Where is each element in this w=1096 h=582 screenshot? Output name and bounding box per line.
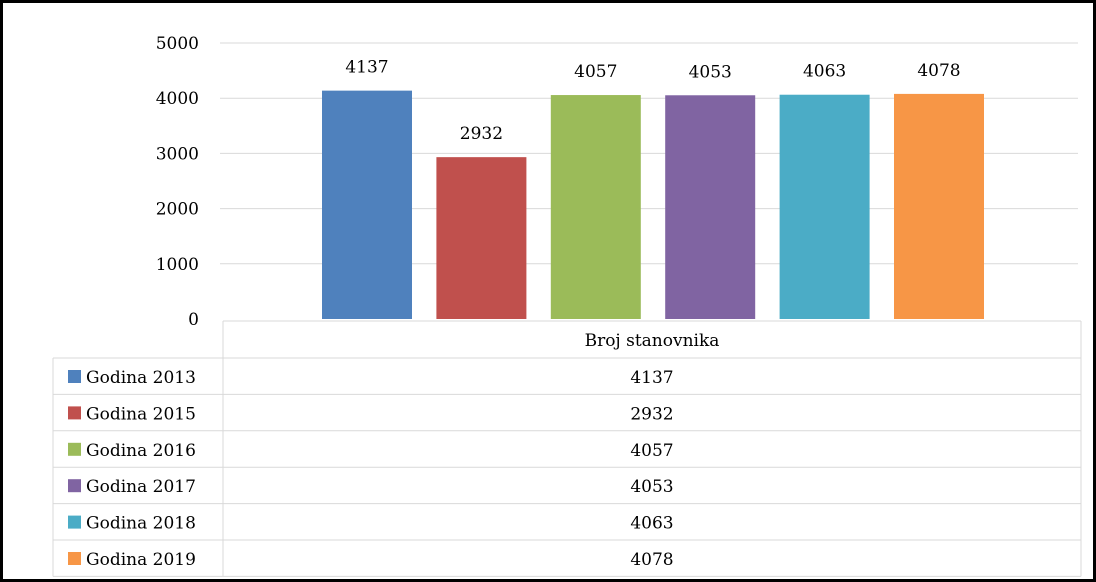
bar-godina-2013 xyxy=(322,90,412,319)
legend-key-godina-2017 xyxy=(68,479,81,493)
legend-key-godina-2019 xyxy=(68,552,81,565)
data-table: Broj stanovnika Godina 2013 4137 Godina 201… xyxy=(52,320,1082,577)
data-labels: 4137 2932 4057 4053 4063 4078 xyxy=(345,58,960,145)
legend-label-godina-2015: Godina 2015 xyxy=(86,404,196,424)
table-value-godina-2017: 4053 xyxy=(630,477,673,497)
bar-godina-2017 xyxy=(665,95,756,319)
legend-label-godina-2013: Godina 2013 xyxy=(86,368,196,388)
bars xyxy=(322,90,984,320)
bar-chart: 0 1000 2000 3000 4000 5000 4137 2932 4057 4053 40… xyxy=(52,34,1082,577)
data-label-godina-2019: 4078 xyxy=(917,61,960,81)
bar-godina-2019 xyxy=(894,93,984,319)
y-tick-label-5000: 5000 xyxy=(156,34,199,54)
legend-label-godina-2017: Godina 2017 xyxy=(86,477,196,497)
table-value-godina-2015: 2932 xyxy=(630,404,673,424)
data-label-godina-2018: 4063 xyxy=(803,62,846,82)
data-label-godina-2016: 4057 xyxy=(574,62,617,82)
y-axis-ticks: 0 1000 2000 3000 4000 5000 xyxy=(156,34,199,330)
y-tick-label-4000: 4000 xyxy=(156,89,199,109)
table-value-godina-2013: 4137 xyxy=(630,368,673,388)
y-tick-label-2000: 2000 xyxy=(156,200,199,220)
bar-godina-2018 xyxy=(779,94,870,319)
legend-label-godina-2019: Godina 2019 xyxy=(86,550,196,570)
y-tick-label-0: 0 xyxy=(188,310,199,330)
y-tick-label-3000: 3000 xyxy=(156,144,199,164)
legend-label-godina-2018: Godina 2018 xyxy=(86,514,196,534)
legend-label-godina-2016: Godina 2016 xyxy=(86,441,196,461)
legend-key-godina-2018 xyxy=(68,515,81,529)
table-value-godina-2018: 4063 xyxy=(630,514,673,534)
data-label-godina-2015: 2932 xyxy=(460,124,503,144)
bar-godina-2016 xyxy=(550,95,641,320)
data-label-godina-2017: 4053 xyxy=(689,62,732,82)
legend-key-godina-2013 xyxy=(68,370,81,383)
legend-key-godina-2015 xyxy=(68,406,81,420)
bar-godina-2015 xyxy=(436,157,527,319)
table-header-category: Broj stanovnika xyxy=(585,331,720,351)
data-label-godina-2013: 4137 xyxy=(345,58,388,78)
table-value-godina-2019: 4078 xyxy=(630,550,673,570)
legend-key-godina-2016 xyxy=(68,442,81,456)
y-tick-label-1000: 1000 xyxy=(156,255,199,275)
table-value-godina-2016: 4057 xyxy=(630,441,673,461)
